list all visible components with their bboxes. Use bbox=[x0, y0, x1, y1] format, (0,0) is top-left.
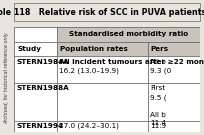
Text: Table 118   Relative risk of SCC in PUVA patients com: Table 118 Relative risk of SCC in PUVA p… bbox=[0, 8, 204, 17]
Bar bbox=[14, 27, 57, 42]
Text: 27.0 (24.2–30.1): 27.0 (24.2–30.1) bbox=[59, 123, 119, 129]
Text: 11.9: 11.9 bbox=[150, 123, 166, 129]
Text: Population rates: Population rates bbox=[60, 46, 128, 52]
Bar bbox=[14, 42, 57, 56]
Text: Study: Study bbox=[17, 46, 41, 52]
Bar bbox=[14, 56, 57, 83]
Bar bbox=[57, 27, 200, 42]
Bar bbox=[14, 3, 200, 21]
Bar bbox=[57, 121, 148, 132]
Text: 9.3 (0: 9.3 (0 bbox=[150, 68, 171, 74]
Bar bbox=[14, 83, 57, 121]
Bar bbox=[57, 56, 148, 83]
Bar bbox=[57, 83, 148, 121]
Bar bbox=[14, 121, 57, 132]
Bar bbox=[14, 27, 200, 132]
Text: 16.2 (13.0–19.9): 16.2 (13.0–19.9) bbox=[59, 68, 119, 74]
Text: All b: All b bbox=[150, 59, 166, 65]
Bar bbox=[148, 121, 200, 132]
Text: 11.4: 11.4 bbox=[150, 120, 166, 126]
Bar bbox=[148, 56, 200, 83]
Text: STERN1984A: STERN1984A bbox=[17, 59, 69, 65]
Text: STERN1994: STERN1994 bbox=[17, 123, 63, 129]
Text: Pers: Pers bbox=[151, 46, 169, 52]
Bar bbox=[148, 42, 200, 56]
Text: All incident tumours after ≥22 months: All incident tumours after ≥22 months bbox=[59, 59, 204, 65]
Text: First: First bbox=[150, 85, 165, 91]
Text: STERN1988A: STERN1988A bbox=[17, 85, 69, 91]
Bar bbox=[57, 42, 148, 56]
Bar bbox=[148, 83, 200, 121]
Text: 9.5 (: 9.5 ( bbox=[150, 94, 167, 101]
Text: Archived, for historical reference only: Archived, for historical reference only bbox=[4, 32, 9, 124]
Text: All b: All b bbox=[150, 112, 166, 118]
Text: Standardised morbidity ratio: Standardised morbidity ratio bbox=[69, 31, 188, 37]
